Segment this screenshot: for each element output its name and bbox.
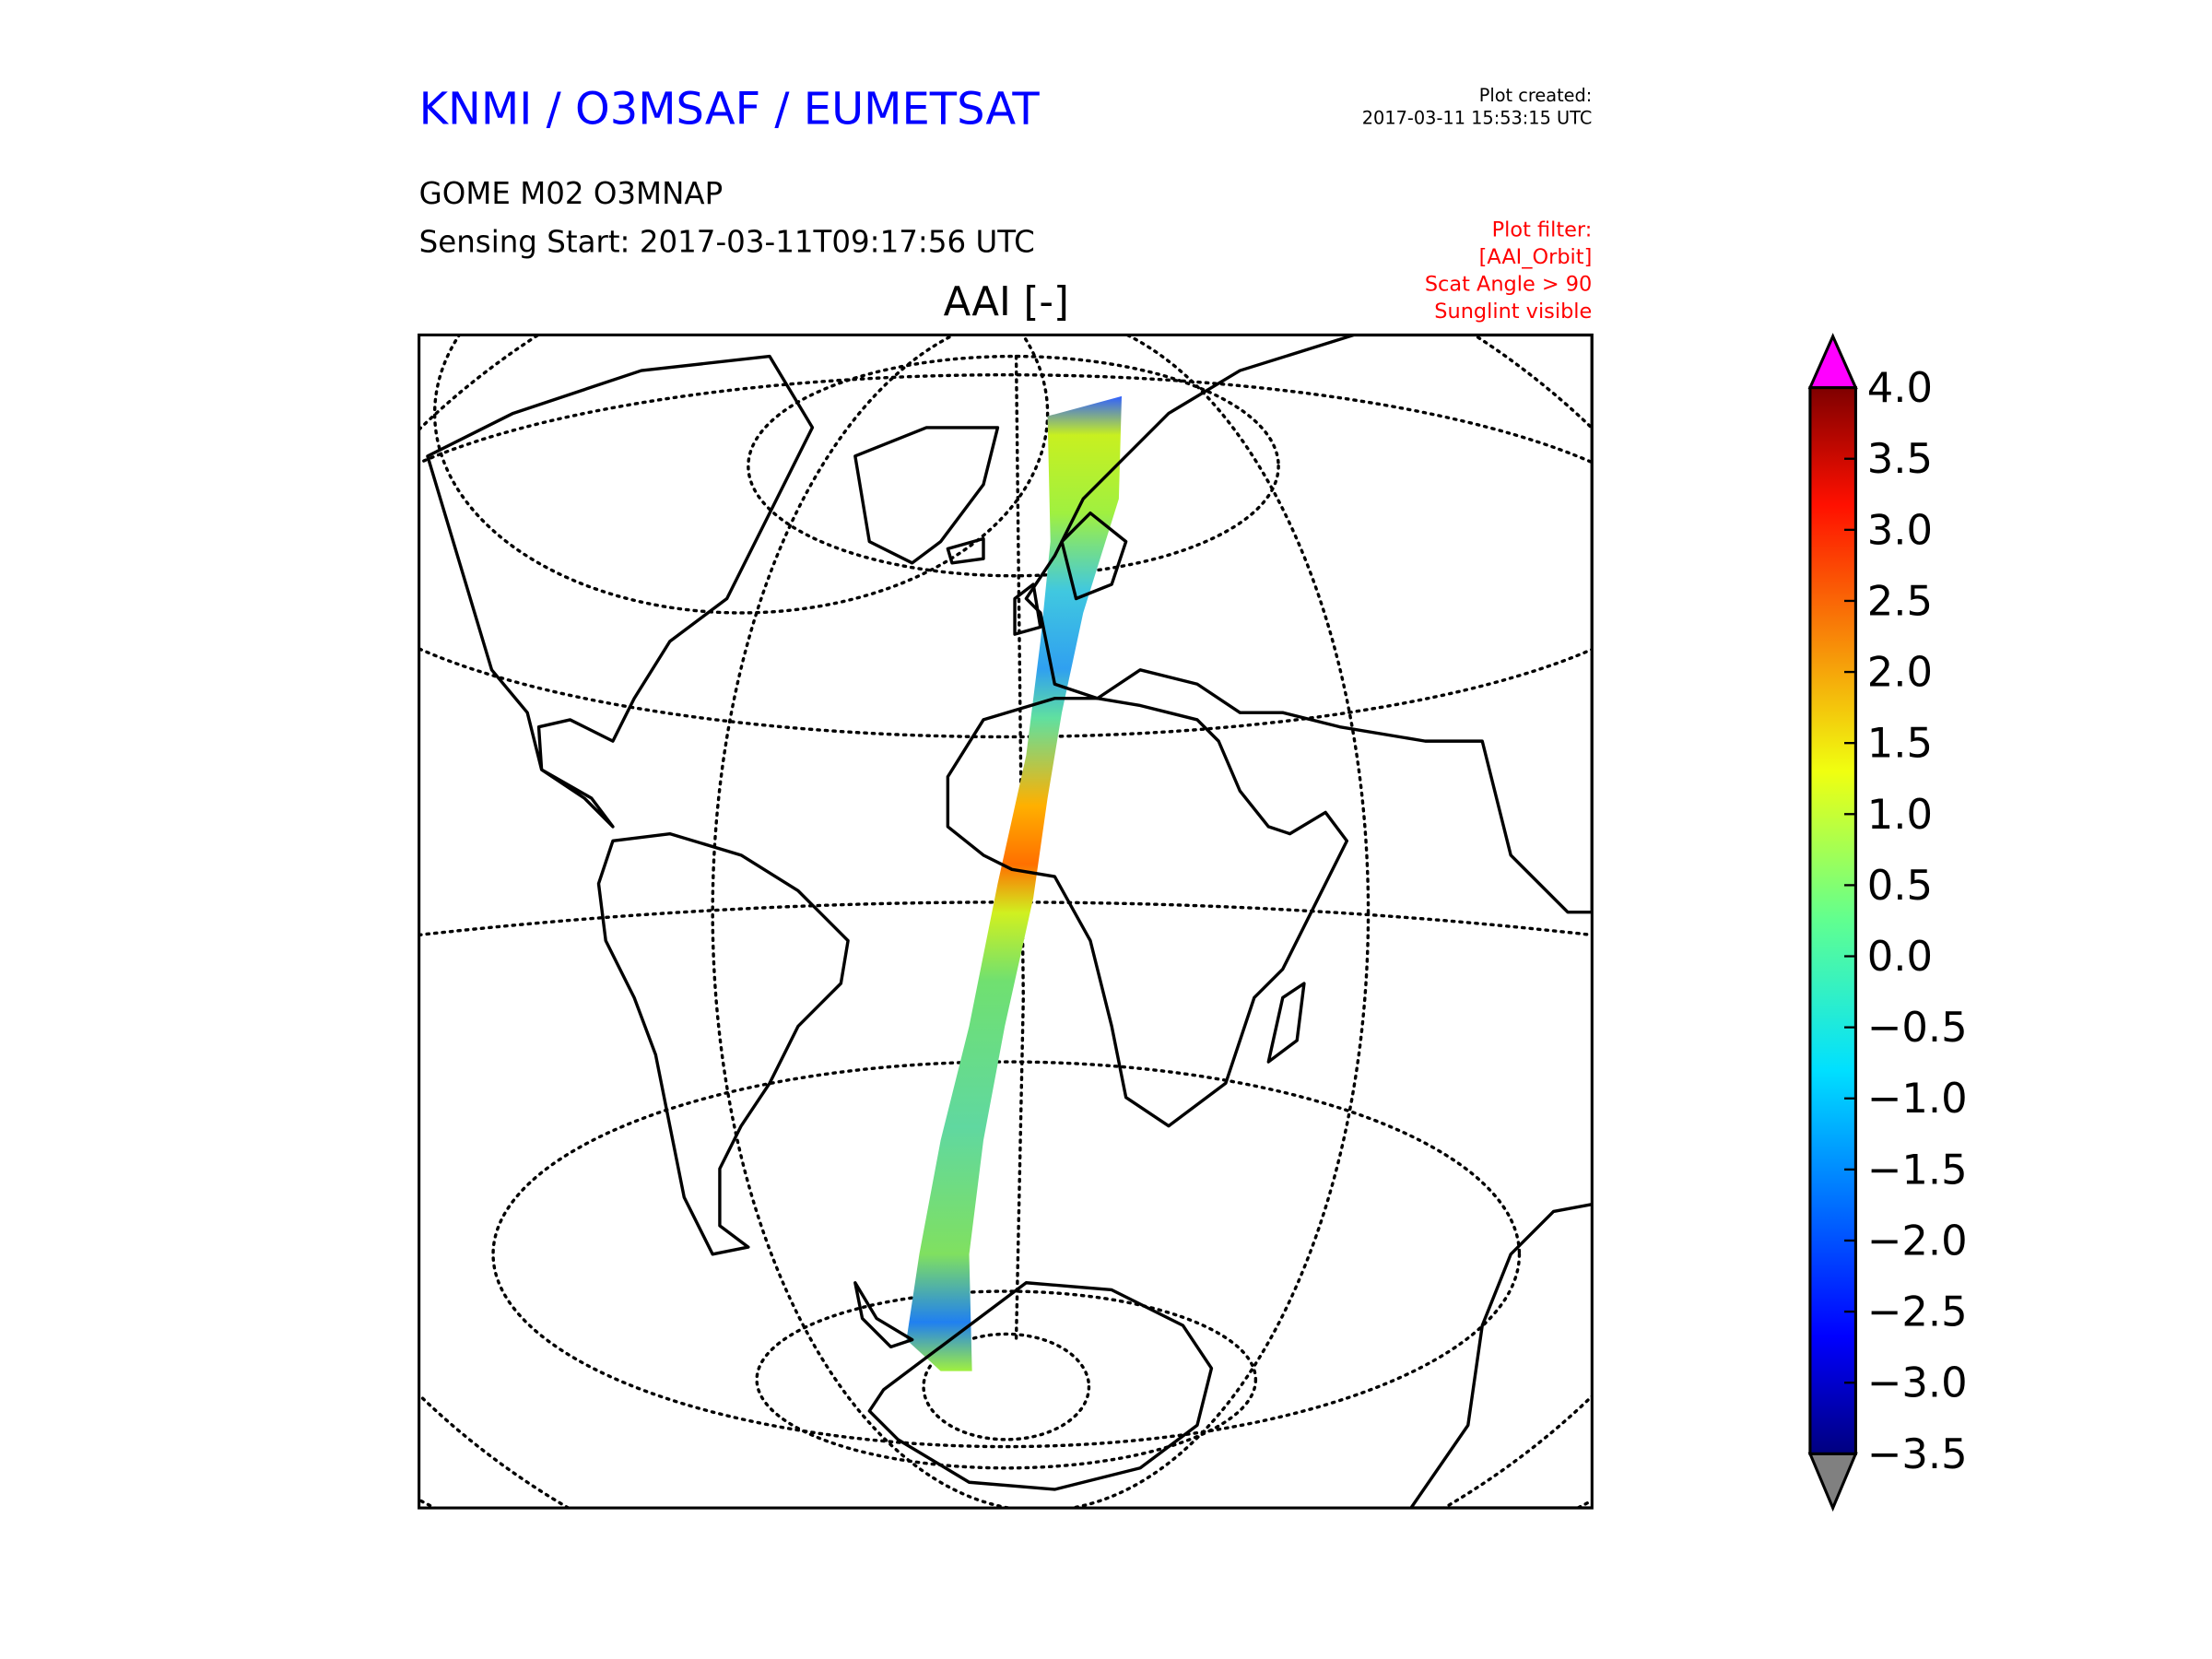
colorbar-tick-label: 1.5 (1867, 719, 1933, 768)
colorbar-tick-label: −1.0 (1867, 1074, 1968, 1123)
product-name: GOME M02 O3MNAP (419, 176, 724, 211)
colorbar-tick-label: −3.0 (1867, 1359, 1968, 1407)
colorbar-tick-label: −2.0 (1867, 1216, 1968, 1265)
plot-filter: Plot filter: [AAI_Orbit] Scat Angle > 90… (1425, 218, 1592, 324)
filter-line: Scat Angle > 90 (1425, 272, 1592, 296)
colorbar-under-triangle (1807, 1452, 1858, 1512)
colorbar-tick-label: 0.0 (1867, 932, 1933, 981)
agency-title: KNMI / O3MSAF / EUMETSAT (419, 85, 1041, 135)
colorbar-over-triangle (1807, 333, 1858, 390)
colorbar-tick-label: −2.5 (1867, 1288, 1968, 1336)
sensing-start: Sensing Start: 2017-03-11T09:17:56 UTC (419, 225, 1035, 260)
colorbar-tick-label: −0.5 (1867, 1003, 1968, 1052)
filter-line: Plot filter: (1492, 218, 1593, 242)
coastlines (426, 335, 1593, 1509)
colorbar-tick-label: 1.0 (1867, 790, 1933, 839)
colorbar-tick-label: 2.0 (1867, 648, 1933, 697)
filter-line: [AAI_Orbit] (1479, 245, 1593, 269)
plot-created-value: 2017-03-11 15:53:15 UTC (1362, 108, 1593, 129)
orbit-swath (906, 395, 1123, 1371)
colorbar-tick-label: −3.5 (1867, 1430, 1968, 1478)
colorbar-gradient (1808, 386, 1857, 1455)
colorbar: 4.0 3.5 3.0 2.5 2.0 1.5 1.0 0.5 0.0 −0.5 −1.0 −1.5 −… (1807, 333, 1968, 1512)
filter-line: Sunglint visible (1434, 300, 1592, 324)
plot-created-label: Plot created: (1479, 85, 1593, 106)
chart-title: AAI [-] (944, 279, 1069, 325)
colorbar-tick-label: 4.0 (1867, 363, 1933, 412)
map (418, 335, 1593, 1509)
colorbar-tick-label: −1.5 (1867, 1145, 1968, 1194)
map-frame (418, 333, 1594, 1510)
colorbar-tick-label: 2.5 (1867, 576, 1933, 625)
colorbar-tick-label: 0.5 (1867, 861, 1933, 910)
colorbar-tick-label: 3.0 (1867, 505, 1933, 554)
colorbar-tick-label: 3.5 (1867, 434, 1933, 483)
